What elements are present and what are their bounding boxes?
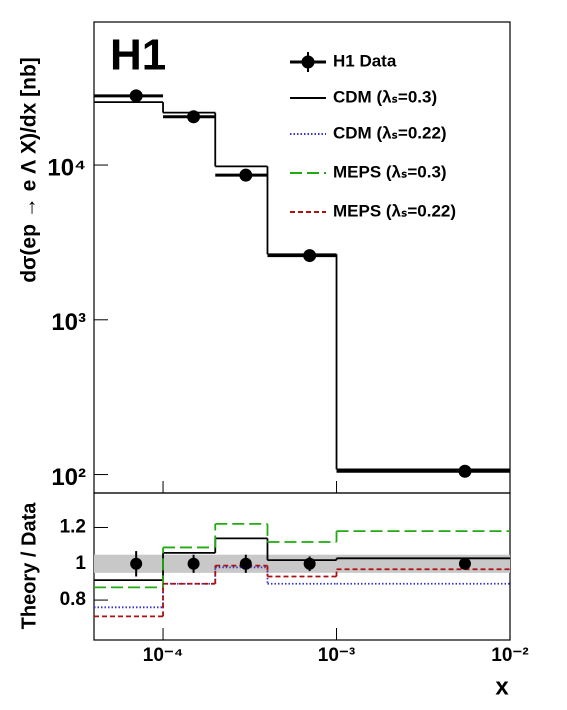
data-point [239, 168, 253, 182]
y-tick-label: 10³ [51, 309, 86, 336]
legend-label: MEPS (λₛ=0.3) [333, 162, 447, 181]
x-tick-label: 10⁻⁴ [143, 645, 184, 666]
x-tick-label: 10⁻³ [318, 645, 356, 666]
y-tick-label: 10² [51, 464, 86, 491]
legend-label: CDM (λₛ=0.22) [333, 123, 447, 142]
error-band [94, 554, 510, 573]
y-tick-label: 10⁴ [47, 154, 86, 181]
data-point [130, 557, 143, 570]
data-point [458, 464, 472, 478]
data-point [129, 89, 143, 103]
data-point [458, 557, 471, 570]
y-tick-label: 1 [75, 553, 86, 574]
legend-label: MEPS (λₛ=0.22) [333, 201, 456, 220]
data-point [239, 557, 252, 570]
legend-label: H1 Data [333, 51, 397, 70]
annotation: H1 [110, 31, 166, 80]
top-frame [93, 21, 511, 494]
y-tick-label: 1.2 [60, 516, 86, 537]
x-tick-label: 10⁻² [491, 645, 529, 666]
data-point [303, 557, 316, 570]
y-tick-label: 0.8 [60, 589, 86, 610]
legend-label: CDM (λₛ=0.3) [333, 87, 437, 106]
legend-marker [301, 55, 315, 69]
x-axis-label: x [495, 673, 509, 700]
data-point [187, 557, 200, 570]
y-axis-label: dσ(ep → e Λ X)/dx [nb] [18, 57, 41, 283]
y-axis-label: Theory / Data [18, 502, 40, 630]
data-point [303, 249, 317, 263]
